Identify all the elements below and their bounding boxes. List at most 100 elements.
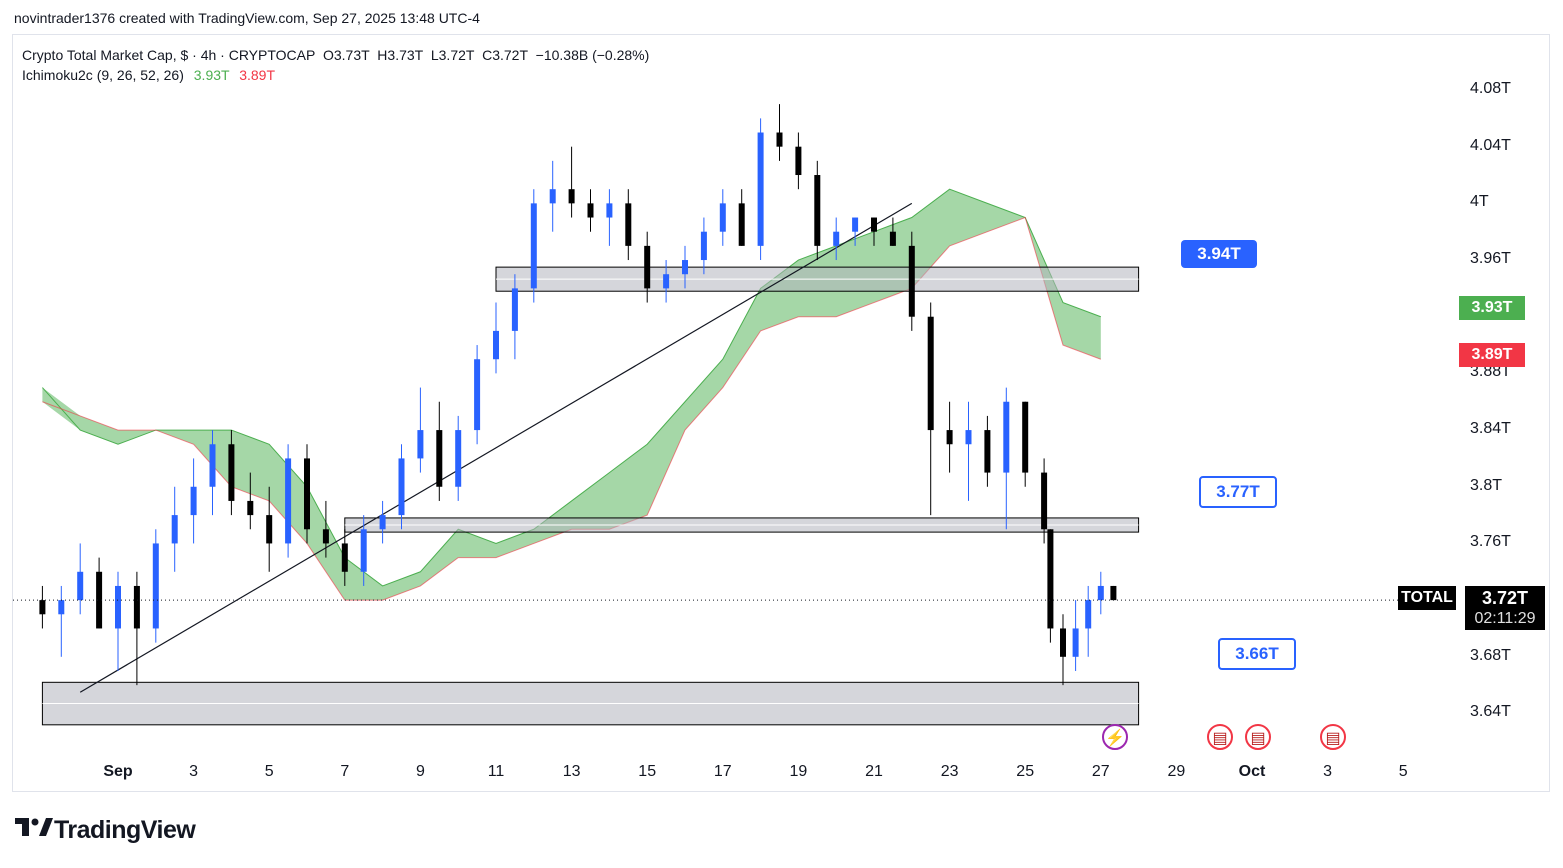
price-tag-span-b: 3.89T (1459, 343, 1525, 367)
price-tick-label: 3.64T (1470, 703, 1511, 721)
candle-body-6 (152, 543, 159, 629)
time-tick-label: 21 (865, 763, 883, 780)
candle-body-4 (115, 585, 121, 629)
price-tick-label: 3.84T (1470, 420, 1511, 438)
current-price-box: 3.72T 02:11:29 (1465, 586, 1545, 630)
candle-body-21 (436, 430, 443, 487)
ohlc-close: C3.72T (482, 47, 528, 63)
ohlc-open: O3.73T (322, 47, 370, 63)
time-tick-label: 3 (189, 763, 199, 780)
ohlc-low: L3.72T (430, 47, 475, 63)
time-tick-label: 13 (562, 763, 581, 780)
time-tick-label: 5 (264, 763, 274, 780)
price-tick-label: 4.08T (1470, 80, 1511, 97)
us-flag-icon[interactable]: ▤ (1207, 724, 1233, 750)
tradingview-mark-icon (15, 818, 53, 836)
candle-body-30 (606, 203, 613, 218)
candle-body-53 (1041, 472, 1048, 530)
candle-body-20 (417, 430, 424, 459)
candle-body-55 (1060, 628, 1066, 657)
candle-body-46 (908, 245, 915, 317)
candle-body-56 (1072, 628, 1079, 657)
candle-body-32 (644, 245, 651, 289)
candle-body-52 (1022, 401, 1029, 473)
logo-text: TradingView (54, 816, 196, 844)
indicator-name[interactable]: Ichimoku2c (9, 26, 52, 26) (22, 67, 184, 83)
ichimoku-span-a-line (42, 188, 1101, 587)
price-tick-label: 3.96T (1470, 250, 1511, 268)
time-tick-label: 17 (713, 763, 732, 780)
price-tick-label: 3.68T (1470, 646, 1511, 664)
candle-body-10 (228, 444, 235, 501)
chart-legend: Crypto Total Market Cap, $ · 4h · CRYPTO… (22, 45, 649, 85)
chart-frame (12, 34, 1550, 792)
callout-lower[interactable]: 3.66T (1218, 638, 1296, 670)
candle-body-41 (814, 175, 821, 246)
candle-body-15 (322, 529, 329, 544)
price-tick-label: 4T (1470, 193, 1489, 211)
candle-body-19 (398, 458, 405, 516)
candle-body-24 (493, 330, 499, 360)
indicator-value-b: 3.89T (239, 67, 276, 83)
candle-body-37 (738, 203, 745, 246)
header-attribution: novintrader1376 created with TradingView… (14, 10, 480, 26)
candle-body-1 (58, 600, 65, 615)
time-tick-label: 7 (340, 763, 350, 780)
current-price: 3.72T (1481, 588, 1529, 608)
candle-body-43 (852, 217, 859, 232)
candle-body-42 (833, 231, 840, 246)
symbol-label: TOTAL (1398, 586, 1456, 610)
time-tick-label: 27 (1091, 763, 1110, 780)
candle-body-27 (549, 189, 556, 204)
ohlc-high: H3.73T (377, 47, 423, 63)
time-tick-label: Sep (103, 763, 133, 780)
price-tag-span-a: 3.93T (1459, 296, 1525, 320)
candle-body-39 (776, 132, 783, 147)
candle-body-0 (39, 600, 46, 615)
trendline (79, 202, 913, 693)
candle-body-3 (96, 571, 103, 629)
candle-body-57 (1085, 600, 1092, 629)
tradingview-logo: TradingView (14, 816, 196, 845)
bar-countdown: 02:11:29 (1474, 610, 1536, 627)
time-tick-label: 11 (487, 763, 505, 780)
candle-body-7 (171, 515, 178, 544)
candle-body-16 (341, 543, 348, 572)
symbol-line[interactable]: Crypto Total Market Cap, $ · 4h · CRYPTO… (22, 47, 316, 63)
candle-body-35 (700, 231, 707, 261)
time-tick-label: 15 (638, 763, 657, 780)
time-tick-label: 25 (1016, 763, 1035, 780)
candle-body-40 (795, 146, 802, 176)
candle-body-2 (77, 571, 84, 601)
candle-body-34 (682, 260, 688, 275)
candle-body-31 (625, 203, 632, 246)
us-flag-icon[interactable]: ▤ (1320, 724, 1346, 750)
candle-body-58 (1097, 585, 1104, 601)
us-flag-icon[interactable]: ▤ (1245, 724, 1271, 750)
candle-body-50 (984, 430, 991, 473)
candle-body-14 (304, 458, 310, 530)
candle-body-12 (266, 515, 273, 544)
time-tick-label: 19 (789, 763, 808, 780)
time-tick-label: 9 (415, 763, 425, 780)
indicator-value-a: 3.93T (193, 67, 230, 83)
ichimoku-cloud (42, 189, 1101, 601)
candle-body-45 (889, 231, 896, 246)
time-tick-label: Oct (1238, 763, 1266, 780)
time-tick-label: 29 (1167, 763, 1186, 780)
callout-upper[interactable]: 3.94T (1181, 240, 1257, 268)
callout-middle[interactable]: 3.77T (1199, 476, 1277, 508)
price-tick-label: 3.88T (1470, 363, 1511, 381)
candle-body-36 (719, 203, 726, 232)
candle-body-28 (568, 189, 575, 204)
candle-body-44 (871, 217, 877, 232)
ohlc-change: −10.38B (−0.28%) (535, 47, 650, 63)
candle-body-25 (511, 288, 518, 331)
candle-body-49 (965, 430, 972, 445)
candle-body-18 (379, 515, 386, 530)
time-tick-label: 3 (1323, 763, 1333, 780)
bolt-icon[interactable]: ⚡ (1102, 724, 1128, 750)
candle-body-5 (133, 585, 140, 629)
price-tick-label: 3.8T (1470, 476, 1503, 494)
